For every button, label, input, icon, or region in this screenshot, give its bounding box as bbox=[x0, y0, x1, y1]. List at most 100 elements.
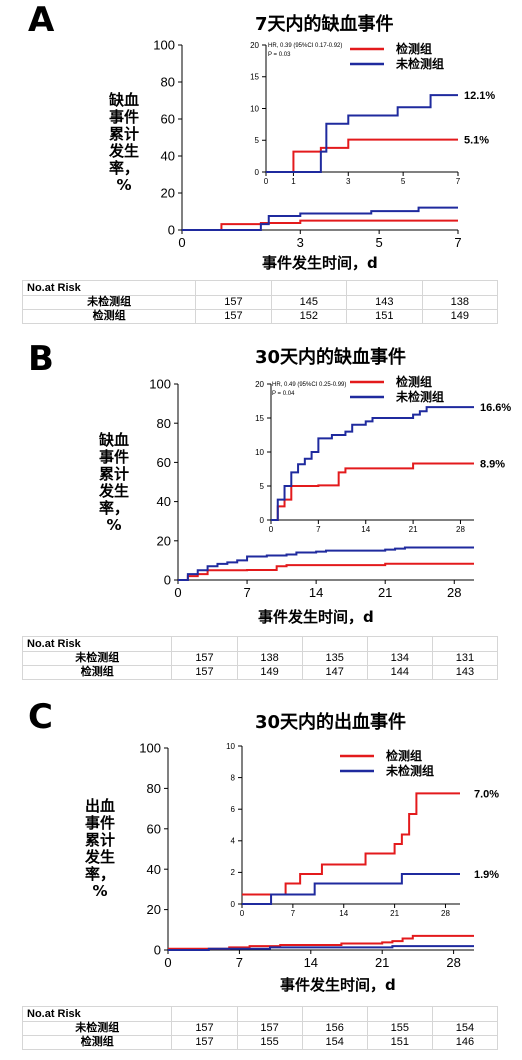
risk-count-cell: 138 bbox=[236, 651, 303, 666]
risk-count-cell: 146 bbox=[431, 1035, 499, 1050]
inset-y-tick-label: 4 bbox=[231, 837, 236, 846]
panel-label: B bbox=[28, 339, 54, 379]
hr-annotation: HR, 0.49 (95%CI 0.25-0.99) bbox=[272, 382, 346, 388]
inset-y-tick-label: 8 bbox=[231, 773, 236, 782]
inset-x-tick-label: 28 bbox=[456, 525, 465, 534]
risk-count-cell: 157 bbox=[236, 1021, 303, 1036]
end-value-label: 12.1% bbox=[464, 90, 495, 102]
km-chart: 0 3 5 7 0 20 40 60 80 100 0 1 3 5 7 0 5 10 15 20 5.1% 12.1% HR… bbox=[153, 38, 495, 250]
y-axis-label-line: 缺血 bbox=[98, 431, 129, 449]
main-x-tick-label: 7 bbox=[454, 235, 461, 250]
inset-y-tick-label: 20 bbox=[255, 380, 264, 389]
inset-x-tick-label: 21 bbox=[409, 525, 418, 534]
main-x-tick-label: 21 bbox=[375, 955, 389, 970]
inset-y-tick-label: 6 bbox=[231, 805, 236, 814]
risk-count-cell: 143 bbox=[346, 295, 423, 310]
inset-series-line-tested bbox=[271, 462, 474, 521]
inset-y-tick-label: 0 bbox=[255, 168, 260, 177]
main-y-tick-label: 100 bbox=[149, 377, 171, 392]
risk-group-label: 检测组 bbox=[21, 309, 197, 324]
table-row: 未检测组 157 145 143 138 bbox=[21, 295, 499, 310]
main-y-tick-label: 80 bbox=[147, 781, 161, 796]
main-y-tick-label: 60 bbox=[147, 821, 161, 836]
legend-label: 未检测组 bbox=[385, 763, 434, 778]
inset-series-line-tested bbox=[266, 138, 458, 173]
main-y-tick-label: 0 bbox=[164, 573, 171, 588]
risk-group-label: 未检测组 bbox=[21, 1021, 173, 1036]
risk-count-cell: 151 bbox=[346, 309, 423, 324]
risk-count-cell: 131 bbox=[431, 651, 499, 666]
x-axis-label: 事件发生时间，d bbox=[262, 254, 378, 272]
risk-table-empty-cell bbox=[301, 1006, 368, 1022]
main-y-tick-label: 100 bbox=[139, 741, 161, 756]
inset-x-tick-label: 7 bbox=[291, 909, 296, 918]
risk-count-cell: 154 bbox=[301, 1035, 368, 1050]
risk-group-label: 未检测组 bbox=[21, 651, 173, 666]
main-y-tick-label: 20 bbox=[161, 186, 175, 201]
main-y-tick-label: 60 bbox=[157, 455, 171, 470]
risk-table-empty-cell bbox=[301, 636, 368, 652]
risk-table-empty-cell bbox=[236, 636, 303, 652]
risk-count-cell: 154 bbox=[431, 1021, 499, 1036]
inset-x-tick-label: 14 bbox=[339, 909, 348, 918]
end-value-label: 7.0% bbox=[474, 788, 499, 800]
risk-table-title: No.at Risk bbox=[21, 636, 173, 652]
inset-x-tick-label: 28 bbox=[441, 909, 450, 918]
risk-count-cell: 155 bbox=[366, 1021, 433, 1036]
x-axis-label: 事件发生时间，d bbox=[280, 976, 396, 994]
main-series-line-untested bbox=[178, 546, 474, 581]
main-y-tick-label: 0 bbox=[154, 943, 161, 958]
risk-count-cell: 147 bbox=[301, 665, 368, 680]
y-axis-label-line: 出血 bbox=[84, 797, 115, 815]
main-y-tick-label: 0 bbox=[168, 223, 175, 238]
main-x-tick-label: 7 bbox=[243, 585, 250, 600]
main-y-tick-label: 100 bbox=[153, 38, 175, 53]
panel-a: A 7天内的缺血事件 缺血 事件 累计 发生 率， % 0 3 5 7 0 20 40 60 8… bbox=[0, 0, 522, 330]
inset-y-tick-label: 5 bbox=[255, 136, 260, 145]
risk-count-cell: 152 bbox=[270, 309, 348, 324]
main-x-tick-label: 0 bbox=[164, 955, 171, 970]
y-axis-label-line: 率， bbox=[98, 499, 129, 517]
y-axis-label: 缺血 事件 累计 发生 率， % bbox=[94, 432, 134, 534]
inset-y-tick-label: 20 bbox=[250, 41, 259, 50]
panel-label: C bbox=[28, 697, 53, 737]
main-x-tick-label: 3 bbox=[297, 235, 304, 250]
risk-table-empty-cell bbox=[171, 636, 238, 652]
y-axis-label-line: 发生 bbox=[108, 142, 139, 160]
km-chart: 0 7 14 21 28 0 20 40 60 80 100 0 7 14 21 28 0 5 10 15 20 8.9%… bbox=[149, 374, 511, 600]
legend-label: 检测组 bbox=[396, 374, 432, 389]
risk-table-empty-cell bbox=[236, 1006, 303, 1022]
risk-count-cell: 157 bbox=[171, 1035, 238, 1050]
main-y-tick-label: 20 bbox=[157, 533, 171, 548]
risk-table: No.at Risk 未检测组 157 157 156 155 154 检测组 157 155 15… bbox=[21, 1006, 499, 1050]
risk-count-cell: 145 bbox=[270, 295, 348, 310]
risk-count-cell: 134 bbox=[366, 651, 433, 666]
main-x-tick-label: 14 bbox=[309, 585, 323, 600]
main-y-tick-label: 80 bbox=[161, 75, 175, 90]
panel-label: A bbox=[28, 0, 55, 40]
risk-group-label: 检测组 bbox=[21, 1035, 173, 1050]
inset-x-tick-label: 14 bbox=[361, 525, 370, 534]
legend-label: 未检测组 bbox=[395, 56, 444, 71]
legend-label: 未检测组 bbox=[395, 389, 444, 404]
risk-group-label: 未检测组 bbox=[21, 295, 197, 310]
end-value-label: 5.1% bbox=[464, 135, 489, 147]
panel-c: C 30天内的出血事件 出血 事件 累计 发生 率， % 0 7 14 21 28 0 20… bbox=[0, 700, 522, 1060]
risk-count-cell: 149 bbox=[421, 309, 499, 324]
table-row: 未检测组 157 138 135 134 131 bbox=[21, 651, 499, 666]
inset-y-tick-label: 10 bbox=[250, 104, 259, 113]
chart-title: 30天内的缺血事件 bbox=[255, 347, 407, 368]
risk-table-empty-cell bbox=[421, 280, 499, 296]
risk-count-cell: 135 bbox=[301, 651, 368, 666]
main-series-line-tested bbox=[168, 934, 474, 950]
inset-y-tick-label: 10 bbox=[226, 742, 235, 751]
y-axis-label-line: 累计 bbox=[98, 465, 129, 483]
main-x-tick-label: 28 bbox=[446, 955, 460, 970]
risk-table-title: No.at Risk bbox=[21, 280, 197, 296]
risk-count-cell: 151 bbox=[366, 1035, 433, 1050]
main-y-tick-label: 40 bbox=[147, 862, 161, 877]
inset-x-tick-label: 0 bbox=[264, 177, 269, 186]
inset-y-tick-label: 0 bbox=[260, 516, 265, 525]
risk-count-cell: 157 bbox=[195, 295, 272, 310]
risk-table-empty-cell bbox=[366, 1006, 433, 1022]
